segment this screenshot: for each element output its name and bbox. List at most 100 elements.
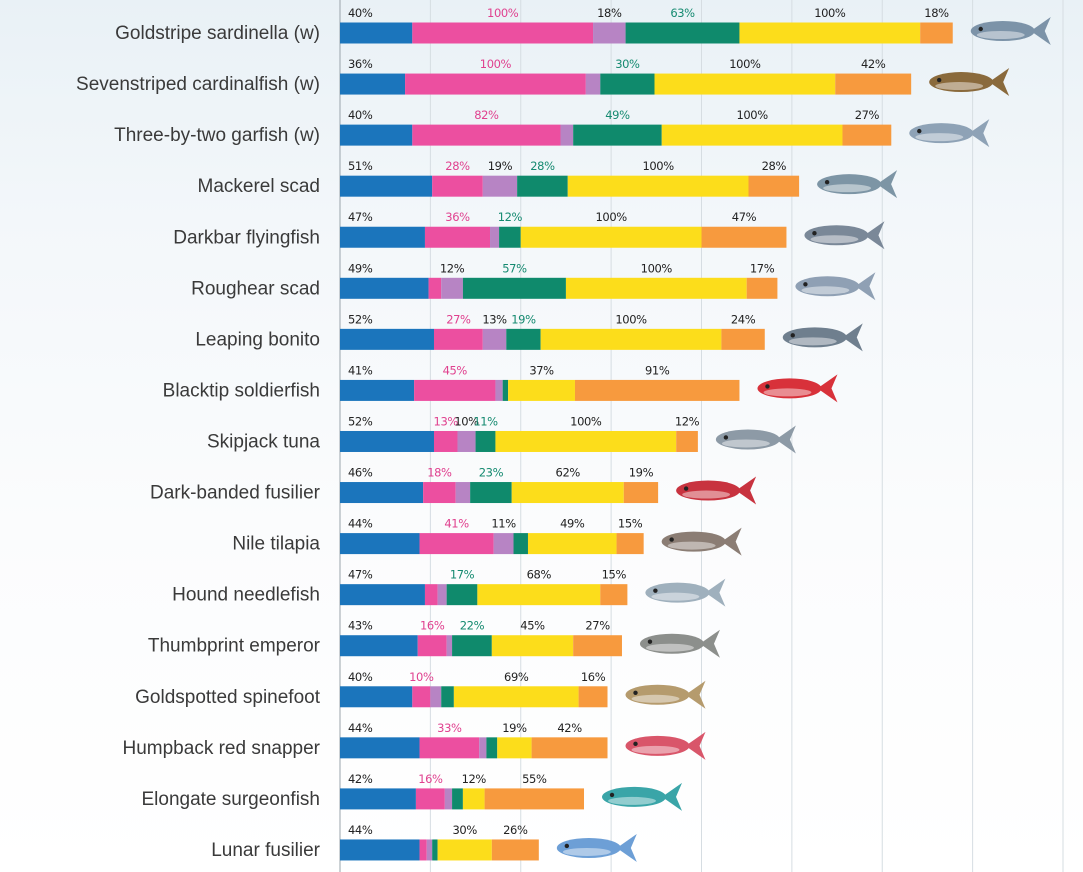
value-label: 62%: [556, 466, 581, 480]
fish-illustration: [602, 783, 682, 811]
fish-eye: [565, 844, 569, 848]
value-label: 37%: [529, 363, 554, 377]
bar-segment: [447, 635, 452, 656]
bar-segment: [340, 482, 423, 503]
value-label: 52%: [348, 312, 373, 326]
fish-illustration: [557, 834, 637, 862]
value-label: 15%: [618, 517, 643, 531]
value-label: 18%: [597, 6, 622, 20]
value-label: 17%: [750, 261, 775, 275]
category-label: Hound needlefish: [172, 585, 320, 606]
value-label: 19%: [488, 159, 513, 173]
bar-segment: [476, 431, 496, 452]
value-label: 52%: [348, 414, 373, 428]
fish-eye: [653, 588, 657, 592]
fish-illustration: [804, 221, 884, 249]
page: Goldstripe sardinella (w)40%100%18%63%10…: [0, 0, 1083, 872]
fish-illustration: [640, 630, 720, 658]
bar-segment: [528, 533, 617, 554]
bar-segment: [503, 380, 508, 401]
value-label: 44%: [348, 823, 373, 837]
value-label: 10%: [409, 670, 434, 684]
value-label: 23%: [479, 466, 504, 480]
bar-segment: [835, 74, 911, 95]
category-label: Thumbprint emperor: [148, 636, 321, 657]
fish-illustration: [757, 374, 837, 402]
value-label: 26%: [503, 823, 528, 837]
bar-segment: [495, 380, 502, 401]
bar-segment: [438, 584, 447, 605]
bar-segment: [340, 584, 425, 605]
bar-segment: [441, 686, 454, 707]
category-label: Blacktip soldierfish: [163, 380, 320, 401]
value-label: 63%: [670, 6, 695, 20]
category-label: Nile tilapia: [232, 534, 320, 555]
bar-segment: [340, 431, 434, 452]
fish-belly: [632, 695, 680, 703]
bar-segment: [340, 635, 418, 656]
bar-segment: [600, 74, 654, 95]
category-label: Humpback red snapper: [123, 738, 321, 759]
bar-segment: [842, 125, 891, 146]
bar-segment: [624, 482, 658, 503]
value-label: 11%: [491, 517, 516, 531]
fish-belly: [722, 439, 770, 447]
value-label: 47%: [348, 210, 373, 224]
bar-segment: [405, 74, 586, 95]
bar-segment: [420, 839, 427, 860]
fish-belly: [977, 31, 1025, 39]
bar-segment: [340, 380, 414, 401]
value-label: 17%: [450, 568, 475, 582]
value-label: 30%: [615, 57, 640, 71]
bar-segment: [573, 125, 662, 146]
fish-eye: [669, 537, 673, 541]
bar-segment: [702, 227, 787, 248]
fish-belly: [763, 388, 811, 396]
bar-segment: [340, 74, 405, 95]
value-label: 22%: [460, 619, 485, 633]
value-label: 68%: [527, 568, 552, 582]
fish-eye: [684, 486, 688, 490]
fish-belly: [935, 82, 983, 90]
fish-illustration: [795, 272, 875, 300]
bar-segment: [420, 737, 480, 758]
value-label: 100%: [642, 159, 674, 173]
bar-segment: [494, 533, 514, 554]
bar-segment: [432, 176, 483, 197]
bar-segment: [412, 125, 560, 146]
bar-segment: [676, 431, 698, 452]
value-label: 27%: [585, 619, 610, 633]
value-label: 27%: [446, 312, 471, 326]
fish-eye: [610, 793, 614, 797]
bar-segment: [499, 227, 521, 248]
value-label: 49%: [605, 108, 630, 122]
bar-segment: [420, 533, 494, 554]
bar-segment: [506, 329, 540, 350]
value-label: 18%: [924, 6, 949, 20]
value-label: 19%: [502, 721, 527, 735]
bar-segment: [434, 329, 483, 350]
fish-eye: [917, 129, 921, 133]
category-label: Lunar fusilier: [211, 840, 320, 861]
value-label: 36%: [348, 57, 373, 71]
bar-segment: [662, 125, 843, 146]
bar-segment: [416, 788, 445, 809]
bar-segment: [430, 686, 441, 707]
bar-segment: [414, 380, 495, 401]
bar-segment: [452, 788, 463, 809]
value-label: 18%: [427, 466, 452, 480]
category-label: Roughear scad: [191, 278, 320, 299]
bar-segment: [470, 482, 512, 503]
bar-segment: [573, 635, 622, 656]
fish-eye: [979, 27, 983, 31]
bar-segment: [617, 533, 644, 554]
category-label: Elongate surgeonfish: [141, 789, 320, 810]
category-label: Skipjack tuna: [207, 431, 320, 452]
bar-segment: [490, 227, 499, 248]
value-label: 16%: [420, 619, 445, 633]
category-label: Mackerel scad: [198, 176, 321, 197]
fish-eye: [648, 640, 652, 644]
bar-segment: [454, 686, 579, 707]
bar-segment: [340, 176, 432, 197]
bar-segment: [463, 278, 566, 299]
